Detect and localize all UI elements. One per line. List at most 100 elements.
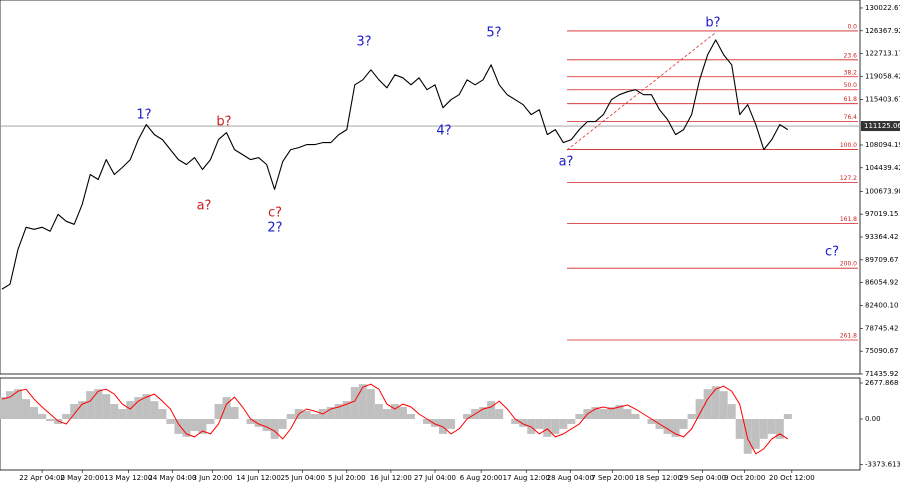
histogram-bar [671,418,680,437]
histogram-bar [535,418,544,429]
histogram-bar [334,404,343,419]
fib-label: 61.8 [844,96,858,103]
x-tick-label: 2 May 20:00 [60,474,104,482]
histogram-bar [727,404,736,419]
histogram-bar [126,401,135,419]
histogram-bar [174,418,183,434]
histogram-bar [134,397,143,419]
histogram-bar [687,414,696,419]
y-tick-label: 122713.17 [865,50,900,58]
x-tick-label: 22 Apr 04:00 [19,474,65,482]
x-tick-label: 13 May 12:00 [104,474,152,482]
histogram-bar [382,409,391,419]
wave-label: 2? [267,221,282,236]
histogram-bar [743,418,752,454]
histogram-bar [607,407,616,419]
histogram-bar [30,407,39,419]
x-tick-label: 5 Jul 20:00 [328,474,366,482]
y-tick-label: 119058.42 [865,72,900,80]
histogram-bar [78,401,87,419]
current-price-label: 111125.06 [864,122,900,130]
y-tick-label: 100673.90 [865,187,900,195]
wave-label: c? [268,206,282,221]
histogram-bar [278,418,287,429]
fib-label: 0.0 [847,23,857,30]
histogram-bar [38,414,47,419]
histogram-bar [350,387,359,419]
histogram-bar [543,418,552,437]
wave-label: 5? [486,26,501,41]
y-tick-label: 75090.67 [865,347,898,355]
y-tick-label: 130022.67 [865,4,900,12]
y-tick-label: 93364.42 [865,233,898,241]
histogram-bar [559,418,568,429]
histogram-bar [182,418,191,437]
histogram-bar [663,418,672,434]
histogram-bar [487,401,496,419]
x-tick-label: 9 Oct 20:00 [724,474,765,482]
x-tick-label: 16 Jul 12:00 [370,474,412,482]
histogram-bar [519,418,528,427]
histogram-bar [679,418,688,429]
histogram-bar [631,414,640,419]
x-tick-label: 29 Sep 04:00 [679,474,726,482]
y-tick-label: 78745.42 [865,324,898,332]
histogram-bar [591,407,600,419]
x-tick-label: 25 Jun 04:00 [280,474,324,482]
histogram-bar [623,409,632,419]
histogram-bar [262,418,271,431]
histogram-bar [230,407,239,419]
fib-label: 161.8 [840,216,857,223]
histogram-bar [6,391,15,419]
histogram-bar [463,414,472,419]
histogram-bar [70,404,79,419]
x-tick-label: 20 Oct 12:00 [769,474,815,482]
histogram-bar [198,418,207,434]
histogram-bar [406,414,415,419]
histogram-bar [270,418,279,439]
histogram-bar [214,404,223,419]
wave-trendline [566,32,716,151]
histogram-bar [735,418,744,439]
histogram-bar [286,414,295,419]
y-tick-label: 104439.42 [865,164,900,172]
fib-label: 261.8 [840,333,857,340]
fib-label: 23.6 [844,52,858,59]
histogram-bar [759,418,768,439]
histogram-bar [575,414,584,419]
histogram-bar [310,414,319,419]
histogram-bar [46,418,55,422]
histogram-bar [495,409,504,419]
histogram-bar [190,418,199,431]
wave-label: a? [559,155,574,170]
x-tick-label: 7 Sep 20:00 [591,474,633,482]
histogram-bar [366,389,375,419]
x-tick-label: 27 Jul 04:00 [414,474,456,482]
histogram-bar [0,397,7,419]
wave-label: 4? [436,124,451,139]
current-price-box [861,121,900,132]
histogram-bar [703,389,712,419]
histogram-bar [719,391,728,419]
histogram-bar [398,407,407,419]
histogram-bar [150,401,159,419]
y-tick-label: 71435.92 [865,370,898,378]
histogram-bar [390,404,399,419]
histogram-bar [86,391,95,419]
histogram-bar [14,389,23,419]
y-tick-label: 97019.15 [865,210,898,218]
histogram-bar [431,418,440,427]
histogram-bar [342,401,351,419]
price-line [1,39,789,290]
signal-line [1,383,789,455]
histogram-bar [302,411,311,419]
fib-label: 200.0 [840,261,857,268]
wave-label: b? [216,115,231,130]
histogram-bar [110,404,119,419]
histogram-bar [206,418,215,424]
histogram-bar [222,397,231,419]
fib-label: 100.0 [840,142,857,149]
oscillator-panel [0,377,861,471]
